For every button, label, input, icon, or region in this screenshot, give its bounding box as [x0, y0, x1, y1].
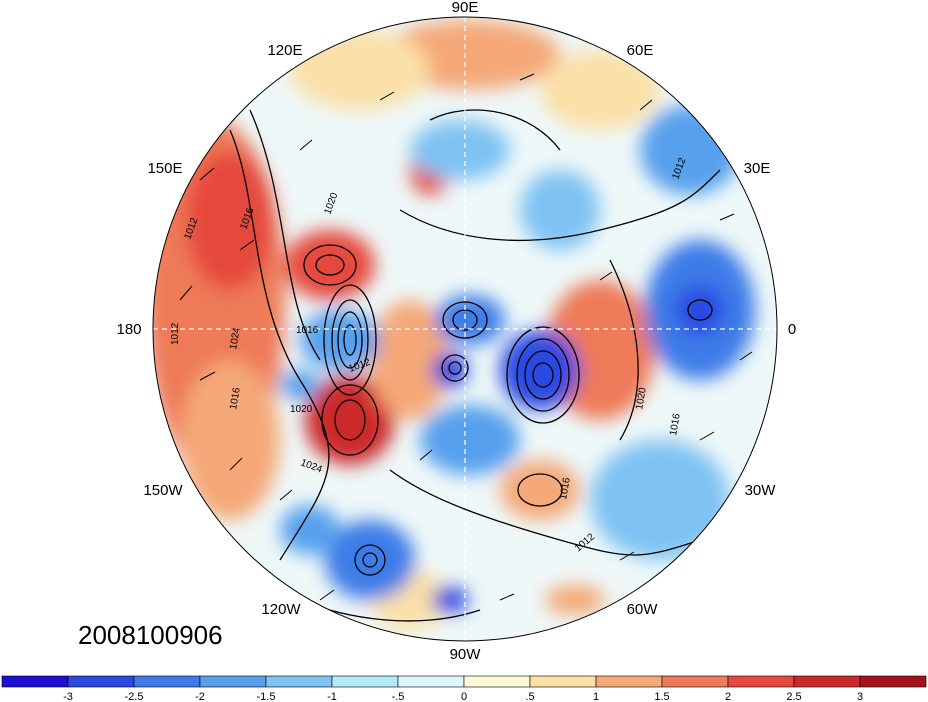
colorbar: -3 -2.5 -2 -1.5 -1 -.5 0 .5 1 1.5 2 2.5 3 — [1, 675, 927, 702]
lon-label-180: 180 — [116, 321, 141, 338]
lon-label-60w: 60W — [627, 601, 659, 618]
map-border — [152, 16, 778, 642]
colorbar-swatch — [793, 675, 861, 688]
colorbar-swatch — [1, 675, 69, 688]
colorbar-tick-label: 0 — [461, 691, 467, 702]
colorbar-swatch — [661, 675, 729, 688]
colorbar-ticks: -3 -2.5 -2 -1.5 -1 -.5 0 .5 1 1.5 2 2.5 3 — [63, 691, 863, 702]
colorbar-swatch — [397, 675, 465, 688]
colorbar-tick-label: -2.5 — [125, 691, 144, 702]
colorbar-tick-label: 2.5 — [786, 691, 801, 702]
contour-label: 1020 — [634, 386, 649, 410]
colorbar-swatch — [529, 675, 597, 688]
colorbar-swatch — [133, 675, 201, 688]
colorbar-tick-label: -.5 — [392, 691, 405, 702]
colorbar-tick-label: -2 — [195, 691, 205, 702]
colorbar-tick-label: 1.5 — [654, 691, 669, 702]
contour-label: 1016 — [558, 476, 573, 500]
graticule — [153, 17, 777, 641]
colorbar-swatch — [727, 675, 795, 688]
contour-label: 1020 — [290, 404, 313, 415]
colorbar-swatch — [331, 675, 399, 688]
contour-label: 1012 — [170, 322, 181, 345]
colorbar-swatch — [859, 675, 927, 688]
lon-label-30w: 30W — [745, 482, 777, 499]
colorbar-swatch — [199, 675, 267, 688]
colorbar-tick-label: 1 — [593, 691, 599, 702]
lon-label-90w: 90W — [450, 646, 482, 663]
colorbar-tick-label: 2 — [725, 691, 731, 702]
map-disk — [153, 17, 777, 641]
contour-label: 1024 — [228, 326, 243, 350]
colorbar-tick-label: -3 — [63, 691, 73, 702]
colorbar-tick-label: -1 — [327, 691, 337, 702]
colorbar-swatch — [595, 675, 663, 688]
lon-label-60e: 60E — [627, 42, 654, 59]
colorbar-swatch — [463, 675, 531, 688]
colorbar-tick-label: .5 — [525, 691, 534, 702]
lon-label-150e: 150E — [147, 160, 182, 177]
colorbar-swatch — [265, 675, 333, 688]
lon-label-30e: 30E — [744, 160, 771, 177]
colorbar-swatch — [67, 675, 135, 688]
contour-label-layer: 1012 1016 1020 1024 1012 1016 1020 1016 … — [170, 156, 689, 554]
lon-label-90e: 90E — [452, 0, 479, 16]
lon-label-120e: 120E — [267, 42, 302, 59]
colorbar-tick-label: 3 — [857, 691, 863, 702]
lon-label-150w: 150W — [143, 482, 183, 499]
date-stamp: 2008100906 — [78, 620, 223, 650]
wind-barbs — [179, 73, 753, 601]
lon-label-120w: 120W — [261, 601, 301, 618]
colorbar-swatches — [1, 675, 927, 688]
contour-label: 1016 — [668, 412, 683, 436]
contour-label: 1016 — [296, 325, 319, 336]
contour-label: 1016 — [228, 386, 243, 410]
colorbar-tick-label: -1.5 — [257, 691, 276, 702]
lon-label-0: 0 — [788, 321, 796, 338]
